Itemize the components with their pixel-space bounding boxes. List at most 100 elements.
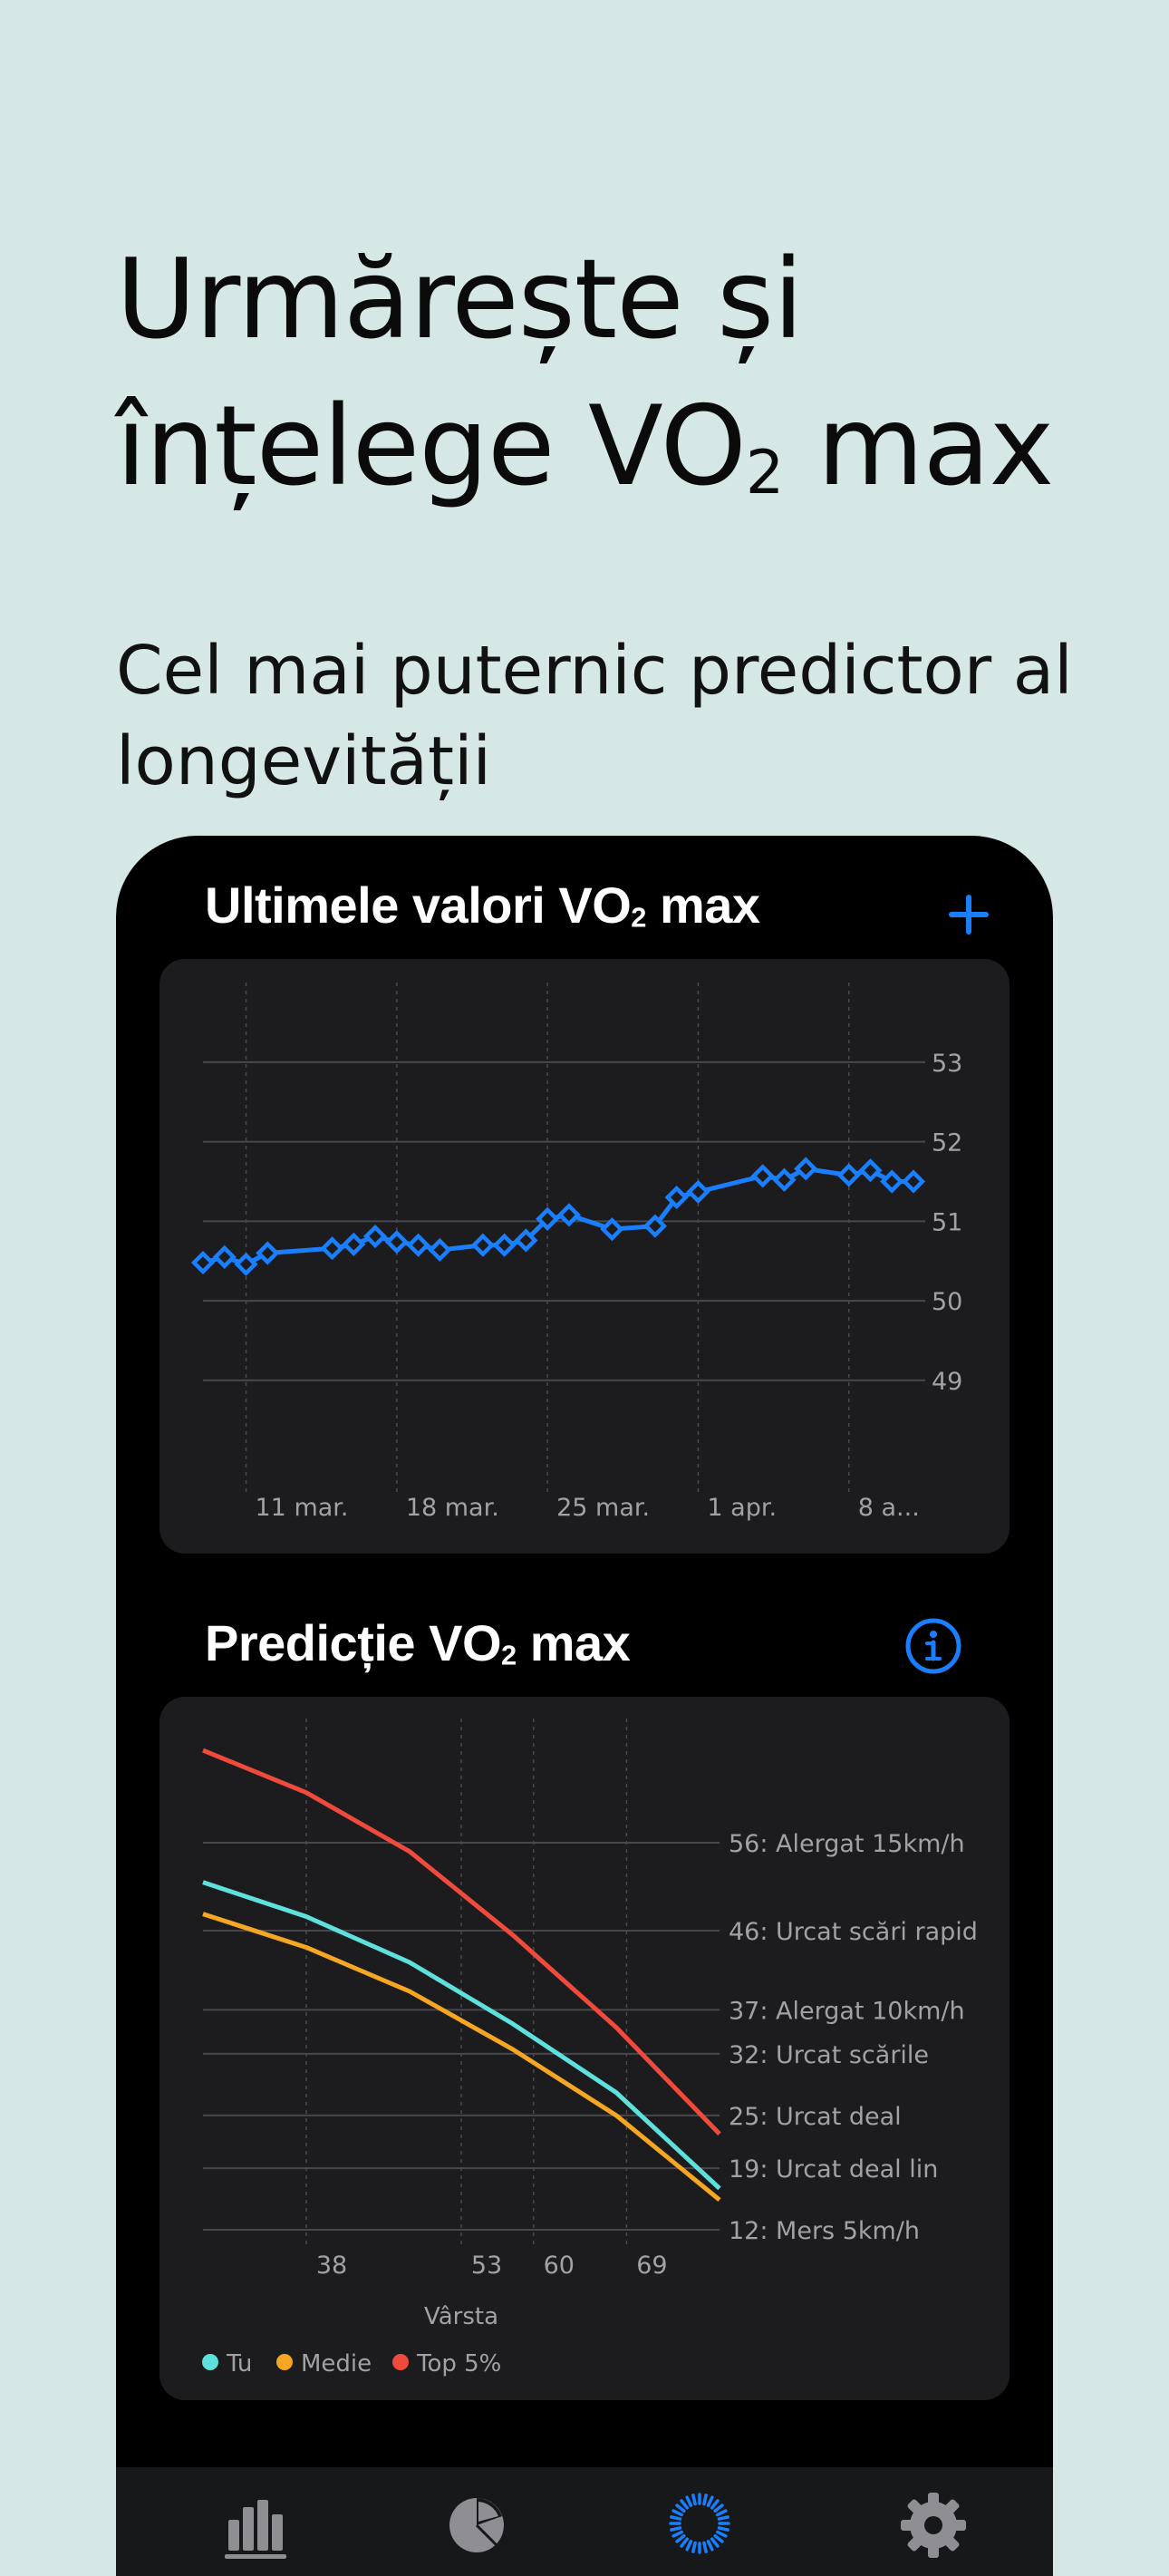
y-tick-label: 51 bbox=[932, 1208, 962, 1236]
ring-segment bbox=[713, 2533, 724, 2543]
ring-segment bbox=[702, 2494, 708, 2506]
ring-segment bbox=[671, 2509, 683, 2517]
data-point bbox=[342, 1232, 366, 1256]
y-tick-label: 52 bbox=[932, 1129, 962, 1157]
ring-segment bbox=[691, 2541, 697, 2553]
data-point bbox=[320, 1236, 344, 1261]
bar-chart-icon bbox=[225, 2500, 286, 2559]
prediction-title-suffix: max bbox=[516, 1614, 631, 1671]
ring-segment bbox=[717, 2515, 729, 2521]
ring-segment bbox=[670, 2526, 682, 2532]
vo2-series-line bbox=[202, 1166, 913, 1267]
x-tick-label: 60 bbox=[544, 2252, 575, 2280]
y-tick-label: 50 bbox=[932, 1288, 962, 1316]
series-line bbox=[202, 1912, 721, 2202]
data-point bbox=[642, 1214, 667, 1238]
recent-values-title: Ultimele valori VO2 max bbox=[205, 876, 760, 935]
ring-segment bbox=[706, 2540, 714, 2552]
data-point bbox=[836, 1163, 861, 1187]
data-point bbox=[600, 1217, 624, 1242]
y-tick-label: 19: Urcat deal lin bbox=[729, 2155, 938, 2184]
data-point bbox=[686, 1179, 710, 1204]
legend-label: Top 5% bbox=[416, 2350, 501, 2377]
prediction-title-subscript: 2 bbox=[501, 1639, 517, 1671]
ring-segment bbox=[710, 2499, 720, 2510]
ring-segment bbox=[702, 2541, 708, 2553]
ring-segment bbox=[680, 2499, 690, 2510]
tab-bar bbox=[116, 2467, 1053, 2576]
data-point bbox=[384, 1230, 409, 1254]
activity-ring-icon bbox=[669, 2493, 730, 2554]
x-tick-label: 69 bbox=[636, 2252, 667, 2280]
recent-title-subscript: 2 bbox=[631, 901, 646, 934]
tab-history[interactable] bbox=[203, 2480, 312, 2561]
y-tick-label: 49 bbox=[932, 1368, 962, 1396]
page-subheadline: Cel mai puternic predictor al longevităț… bbox=[116, 625, 1113, 807]
legend-label: Medie bbox=[301, 2350, 372, 2377]
ring-segment bbox=[675, 2503, 686, 2513]
tab-settings[interactable] bbox=[879, 2480, 988, 2561]
x-axis-label: Vârsta bbox=[424, 2303, 498, 2330]
y-tick-label: 37: Alergat 10km/h bbox=[729, 1997, 965, 2025]
data-point bbox=[514, 1228, 538, 1253]
data-point bbox=[858, 1158, 883, 1183]
data-point bbox=[794, 1157, 818, 1181]
y-tick-label: 32: Urcat scările bbox=[729, 2041, 929, 2069]
data-point bbox=[664, 1185, 689, 1210]
x-tick-label: 11 mar. bbox=[256, 1494, 349, 1522]
ring-segment bbox=[680, 2537, 690, 2548]
data-point bbox=[750, 1164, 775, 1188]
headline-line-1: Urmărește și bbox=[116, 236, 804, 363]
y-tick-label: 25: Urcat deal bbox=[729, 2103, 902, 2131]
x-tick-label: 25 mar. bbox=[556, 1494, 650, 1522]
y-tick-label: 46: Urcat scări rapid bbox=[729, 1918, 978, 1946]
add-value-button[interactable] bbox=[937, 883, 1000, 946]
prediction-chart: 56: Alergat 15km/h 46: Urcat scări rapid 3… bbox=[202, 1719, 978, 2377]
y-tick-label: 56: Alergat 15km/h bbox=[729, 1830, 965, 1858]
ring-segment bbox=[706, 2495, 714, 2507]
ring-segment bbox=[670, 2515, 682, 2521]
recent-values-chart: 11 mar. 18 mar. 25 mar. 1 apr. 8 a... 49 50 51 5… bbox=[190, 983, 962, 1522]
data-point bbox=[362, 1224, 388, 1249]
tab-stats[interactable] bbox=[422, 2480, 531, 2561]
x-tick-label: 1 apr. bbox=[707, 1494, 777, 1522]
x-tick-label: 38 bbox=[316, 2252, 347, 2280]
phone-screen: Ultimele valori VO2 max 11 mar. 18 mar. 25… bbox=[116, 836, 1053, 2576]
recent-values-chart-card: 11 mar. 18 mar. 25 mar. 1 apr. 8 a... 49 50 51 5… bbox=[159, 959, 1010, 1554]
ring-segment bbox=[685, 2540, 693, 2552]
prediction-chart-card: 56: Alergat 15km/h 46: Urcat scări rapid 3… bbox=[159, 1697, 1010, 2400]
subheadline-line-2: longevității bbox=[116, 722, 492, 800]
legend-marker bbox=[392, 2354, 409, 2370]
tab-vo2[interactable] bbox=[645, 2480, 754, 2561]
page-headline: Urmărește și înțelege VO2 max bbox=[116, 227, 1113, 520]
data-point bbox=[428, 1237, 452, 1263]
data-point bbox=[234, 1252, 258, 1276]
ring-segment bbox=[675, 2533, 686, 2543]
x-tick-label: 18 mar. bbox=[406, 1494, 499, 1522]
data-point bbox=[256, 1241, 280, 1265]
info-button[interactable] bbox=[903, 1615, 964, 1677]
ring-segment bbox=[710, 2537, 720, 2548]
legend-marker bbox=[276, 2354, 293, 2370]
data-point bbox=[772, 1167, 797, 1192]
data-point bbox=[470, 1233, 495, 1257]
ring-segment bbox=[717, 2526, 729, 2532]
recent-title-suffix: max bbox=[645, 876, 760, 934]
y-tick-label: 12: Mers 5km/h bbox=[729, 2217, 920, 2245]
series-line bbox=[202, 1880, 721, 2191]
series-line bbox=[202, 1748, 721, 2135]
headline-line-2-suffix: max bbox=[783, 383, 1055, 510]
data-point bbox=[556, 1203, 581, 1227]
y-tick-label: 53 bbox=[932, 1050, 962, 1078]
data-point bbox=[536, 1206, 560, 1231]
data-point bbox=[190, 1250, 216, 1275]
pie-chart-icon bbox=[449, 2498, 504, 2552]
prediction-title: Predicție VO2 max bbox=[205, 1613, 631, 1672]
ring-segment bbox=[716, 2509, 728, 2517]
prediction-title-prefix: Predicție VO bbox=[205, 1614, 502, 1671]
legend-marker bbox=[202, 2354, 218, 2370]
ring-segment bbox=[713, 2503, 724, 2513]
data-point bbox=[212, 1244, 237, 1269]
data-point bbox=[406, 1233, 430, 1257]
recent-title-prefix: Ultimele valori VO bbox=[205, 876, 632, 934]
